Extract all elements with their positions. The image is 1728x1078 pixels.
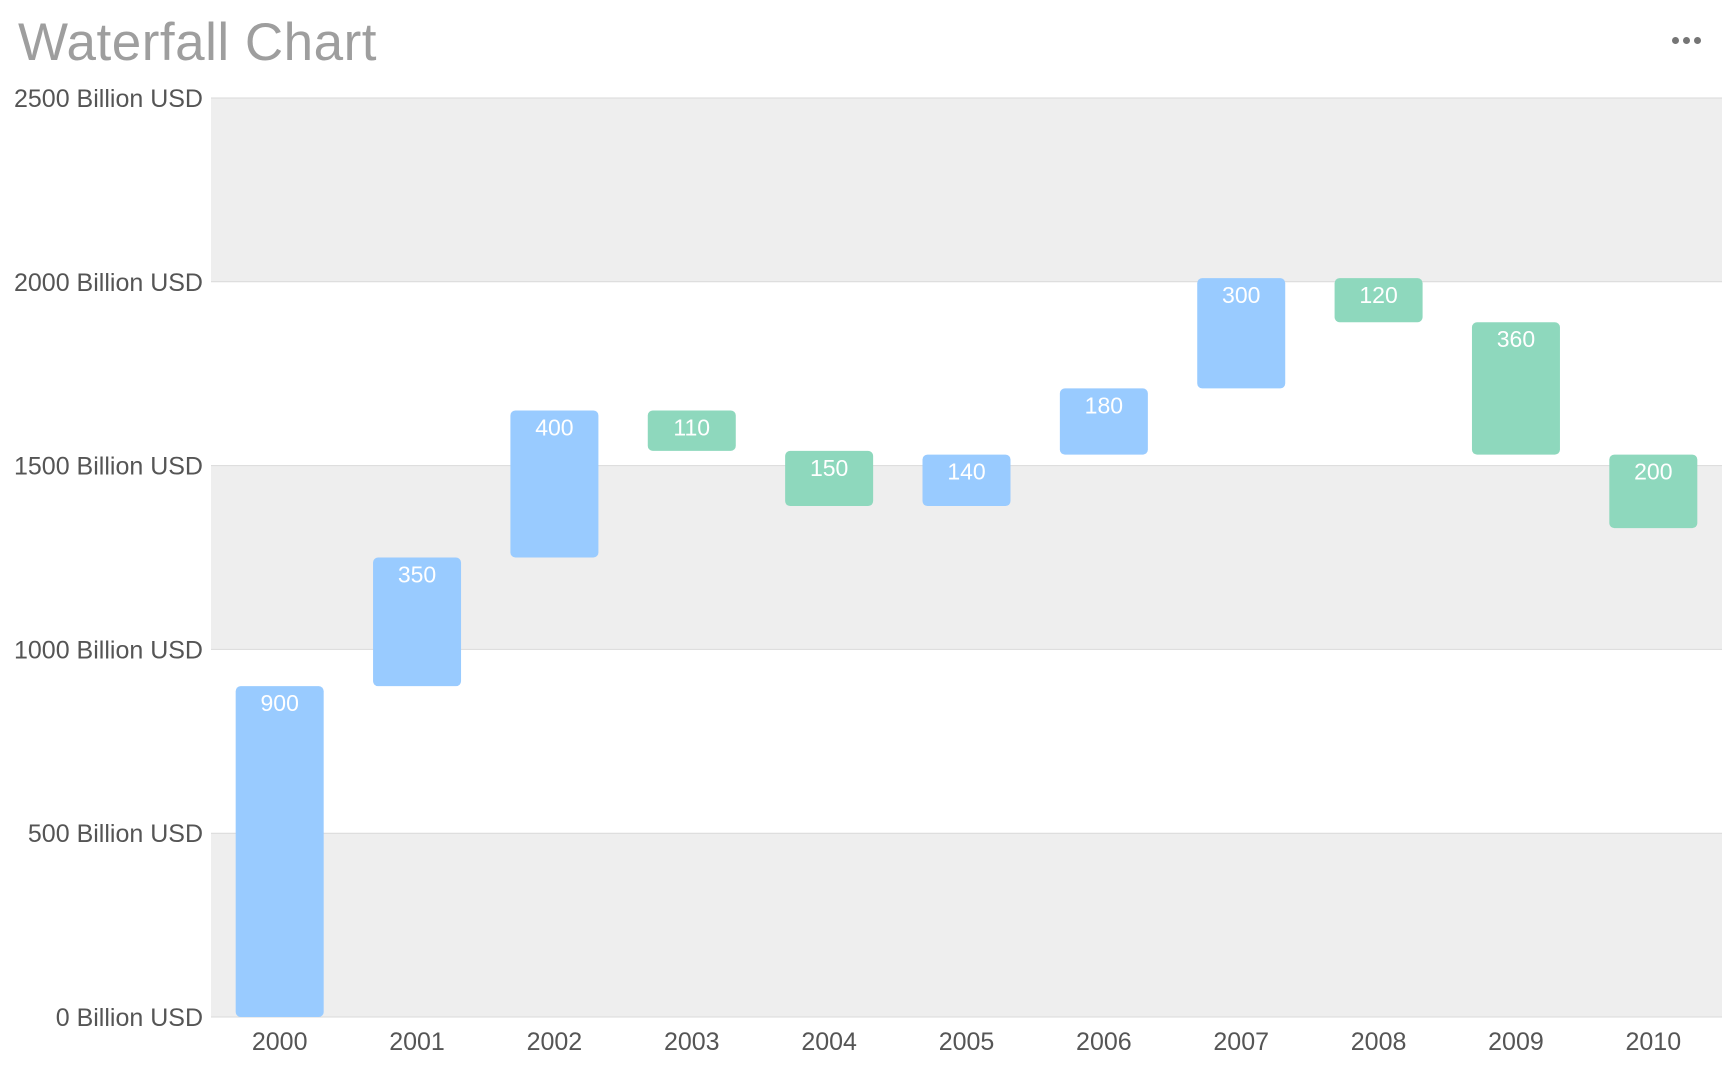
waterfall-bar-2007 (1197, 278, 1286, 389)
waterfall-bar-2004 (785, 450, 874, 507)
more-horizontal-icon (1663, 36, 1709, 44)
bar-value-label: 360 (1497, 326, 1535, 352)
waterfall-bar-2008 (1334, 278, 1423, 323)
bar-value-label: 400 (535, 414, 573, 440)
waterfall-bar-2003 (647, 410, 736, 451)
x-tick-label: 2004 (801, 1028, 857, 1056)
bar-value-label: 180 (1085, 392, 1123, 418)
y-tick-label: 0 Billion USD (56, 1004, 203, 1032)
bar-value-label: 110 (673, 414, 710, 440)
x-tick-label: 2000 (252, 1028, 308, 1056)
bar-value-label: 900 (260, 690, 298, 716)
bar-value-label: 120 (1359, 282, 1397, 308)
bar-value-label: 350 (398, 562, 436, 588)
y-tick-label: 500 Billion USD (28, 820, 203, 848)
y-tick-label: 2500 Billion USD (14, 85, 203, 113)
bar-value-label: 300 (1222, 282, 1260, 308)
more-options-button[interactable] (1663, 28, 1709, 52)
x-tick-label: 2010 (1626, 1028, 1682, 1056)
grid-band (211, 98, 1722, 282)
y-tick-label: 1500 Billion USD (14, 453, 203, 481)
x-tick-label: 2005 (939, 1028, 995, 1056)
waterfall-bar-2010 (1609, 454, 1698, 529)
y-tick-label: 1000 Billion USD (14, 636, 203, 664)
x-tick-label: 2007 (1213, 1028, 1269, 1056)
x-tick-label: 2003 (664, 1028, 720, 1056)
x-tick-label: 2002 (527, 1028, 583, 1056)
waterfall-bar-2000 (235, 686, 324, 1017)
x-tick-label: 2001 (389, 1028, 445, 1056)
waterfall-bar-2002 (510, 410, 599, 558)
waterfall-bar-2005 (922, 454, 1011, 507)
waterfall-bar-2009 (1471, 322, 1560, 455)
waterfall-bar-2001 (373, 557, 462, 687)
y-tick-label: 2000 Billion USD (14, 269, 203, 297)
bar-value-label: 150 (810, 455, 848, 481)
bar-value-label: 140 (947, 459, 985, 485)
grid-band (211, 833, 1722, 1017)
x-tick-label: 2009 (1488, 1028, 1544, 1056)
x-tick-label: 2006 (1076, 1028, 1132, 1056)
waterfall-bar-2006 (1059, 388, 1148, 455)
chart-title: Waterfall Chart (18, 13, 377, 72)
bar-value-label: 200 (1634, 459, 1672, 485)
x-tick-label: 2008 (1351, 1028, 1407, 1056)
